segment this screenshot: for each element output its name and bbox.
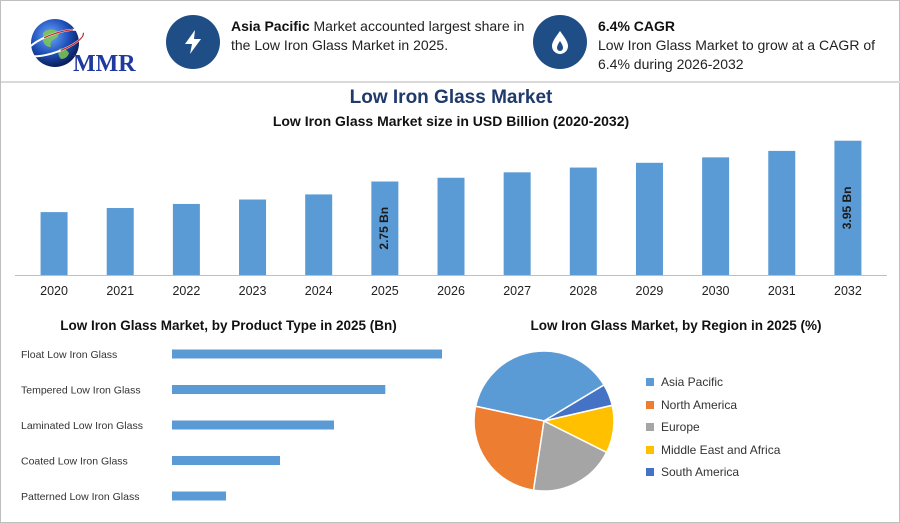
legend-swatch-south-america (646, 468, 654, 477)
category-label-float-low-iron-glass: Float Low Iron Glass (21, 349, 117, 361)
legend-label-north-america: North America (661, 397, 738, 412)
legend-item-south-america: South America (646, 461, 780, 484)
legend-label-europe: Europe (661, 420, 700, 435)
x-tick-label-2023: 2023 (239, 284, 267, 298)
hbar-coated-low-iron-glass (172, 456, 280, 465)
bar-2021 (106, 208, 134, 275)
x-tick-label-2024: 2024 (305, 284, 333, 298)
kpi-cagr: 6.4% CAGR Low Iron Glass Market to grow … (598, 17, 888, 74)
kpi1-bold: Asia Pacific (231, 18, 310, 34)
kpi1-text: Market accounted largest share in the Lo… (231, 18, 525, 53)
product-type-bar-chart: Float Low Iron Glass Tempered Low Iron Gl… (21, 349, 442, 503)
bar-2020 (40, 212, 68, 275)
category-label-laminated-low-iron-glass: Laminated Low Iron Glass (21, 420, 143, 432)
lightning-bolt-icon (166, 15, 220, 69)
pie-slice-europe (532, 419, 608, 492)
legend-item-middle-east-and-africa: Middle East and Africa (646, 439, 780, 462)
kpi2-text: Low Iron Glass Market to grow at a CAGR … (598, 37, 875, 72)
pie-slice-north-america (473, 405, 545, 492)
bar-2026 (437, 177, 465, 275)
bar-2027 (503, 172, 531, 275)
x-tick-label-2028: 2028 (569, 284, 597, 298)
bar-2030 (702, 157, 730, 275)
x-tick-label-2032: 2032 (834, 284, 862, 298)
kpi2-bold: 6.4% CAGR (598, 18, 676, 34)
legend-label-asia-pacific: Asia Pacific (661, 375, 724, 390)
data-label-2025: 2.75 Bn (377, 207, 391, 250)
region-chart-title: Low Iron Glass Market, by Region in 2025… (530, 318, 822, 333)
data-label-2032: 3.95 Bn (840, 187, 854, 230)
x-tick-label-2025: 2025 (371, 284, 399, 298)
x-tick-label-2021: 2021 (106, 284, 134, 298)
x-tick-label-2031: 2031 (768, 284, 796, 298)
legend-item-europe: Europe (646, 416, 780, 439)
bar-2025 (371, 181, 399, 275)
bar-2031 (768, 150, 796, 275)
legend-item-north-america: North America (646, 394, 780, 417)
page-title: Low Iron Glass Market (349, 87, 553, 108)
product-type-chart-title: Low Iron Glass Market, by Product Type i… (60, 318, 397, 333)
category-label-coated-low-iron-glass: Coated Low Iron Glass (21, 456, 128, 468)
market-size-bar-chart: 2020 2021 2022 2023 2024 2025 2.75 Bn 2026 2027 2… (15, 140, 887, 298)
legend-swatch-middle-east-and-africa (646, 445, 654, 454)
bar-2023 (239, 199, 267, 275)
legend-label-middle-east-and-africa: Middle East and Africa (661, 442, 781, 457)
x-tick-label-2029: 2029 (636, 284, 664, 298)
legend-item-asia-pacific: Asia Pacific (646, 371, 780, 394)
mmr-logo: MMR (19, 11, 139, 81)
region-legend: Asia Pacific North America Europe Middle Ea… (646, 371, 780, 484)
bar-2032 (834, 140, 862, 275)
bar-2022 (172, 203, 200, 275)
logo-text: MMR (73, 51, 136, 77)
x-tick-label-2020: 2020 (40, 284, 68, 298)
x-tick-label-2027: 2027 (503, 284, 531, 298)
legend-label-south-america: South America (661, 465, 740, 480)
hbar-float-low-iron-glass (172, 349, 442, 359)
bar-2024 (305, 194, 333, 275)
bar-2029 (635, 162, 663, 275)
x-tick-label-2026: 2026 (437, 284, 465, 298)
category-label-tempered-low-iron-glass: Tempered Low Iron Glass (21, 385, 141, 397)
x-tick-label-2030: 2030 (702, 284, 730, 298)
x-tick-label-2022: 2022 (172, 284, 200, 298)
hbar-laminated-low-iron-glass (172, 420, 334, 430)
region-pie-chart (473, 351, 615, 492)
legend-swatch-europe (646, 423, 654, 432)
legend-swatch-north-america (646, 400, 654, 409)
header-divider (1, 81, 900, 83)
pie-slice-south-america (543, 383, 614, 422)
legend-swatch-asia-pacific (646, 378, 654, 387)
category-label-patterned-low-iron-glass: Patterned Low Iron Glass (21, 491, 139, 503)
hbar-tempered-low-iron-glass (172, 385, 386, 394)
globe-icon (31, 19, 79, 67)
flame-drop-icon (533, 15, 587, 69)
hbar-patterned-low-iron-glass (172, 491, 226, 501)
bar-chart-title: Low Iron Glass Market size in USD Billio… (272, 113, 630, 129)
kpi-asia-pacific: Asia Pacific Market accounted largest sh… (231, 17, 526, 55)
bar-2028 (569, 167, 597, 275)
